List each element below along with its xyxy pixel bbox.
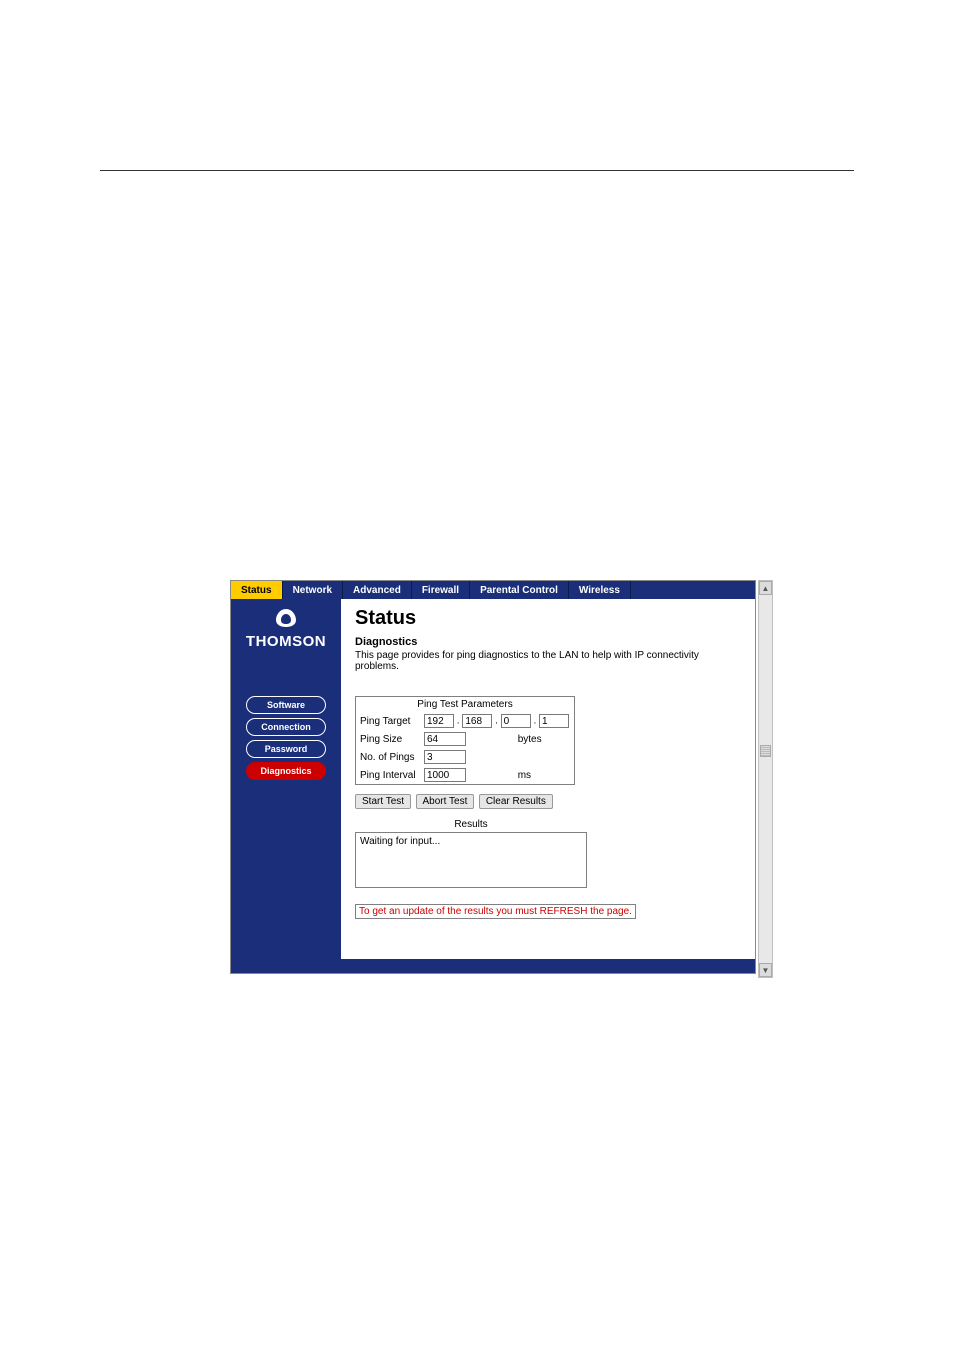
admin-window: Status Network Advanced Firewall Parenta… xyxy=(230,580,756,974)
bottom-bar xyxy=(231,959,755,973)
sidebar: THOMSON Software Connection Password Dia… xyxy=(231,599,341,959)
tab-status[interactable]: Status xyxy=(231,581,283,599)
scroll-grip-icon[interactable] xyxy=(760,745,771,757)
ping-target-ip-2[interactable] xyxy=(501,714,531,728)
sidebar-item-diagnostics[interactable]: Diagnostics xyxy=(246,762,326,780)
ping-params-table: Ping Test Parameters Ping Target . . . P… xyxy=(355,696,575,785)
sidebar-item-software[interactable]: Software xyxy=(246,696,326,714)
scroll-up-button[interactable]: ▲ xyxy=(759,581,772,595)
ping-target-ip-0[interactable] xyxy=(424,714,454,728)
brand-logo-icon xyxy=(273,607,299,629)
ping-target-label: Ping Target xyxy=(356,712,420,730)
ping-size-input[interactable] xyxy=(424,732,466,746)
top-nav: Status Network Advanced Firewall Parenta… xyxy=(231,581,755,599)
page-subheading: Diagnostics xyxy=(355,636,745,648)
ping-size-unit: bytes xyxy=(514,730,575,748)
brand-block: THOMSON xyxy=(231,599,341,662)
scroll-down-button[interactable]: ▼ xyxy=(759,963,772,977)
results-title: Results xyxy=(355,819,587,830)
page-title: Status xyxy=(355,607,745,630)
ping-target-ip-1[interactable] xyxy=(462,714,492,728)
tab-network[interactable]: Network xyxy=(283,581,343,599)
refresh-note: To get an update of the results you must… xyxy=(355,904,636,919)
no-of-pings-label: No. of Pings xyxy=(356,748,420,766)
button-row: Start Test Abort Test Clear Results xyxy=(355,791,745,809)
ping-target-ip-3[interactable] xyxy=(539,714,569,728)
tab-advanced[interactable]: Advanced xyxy=(343,581,412,599)
content-area: Status Diagnostics This page provides fo… xyxy=(341,599,755,959)
ping-size-label: Ping Size xyxy=(356,730,420,748)
clear-results-button[interactable]: Clear Results xyxy=(479,794,553,809)
sidebar-item-password[interactable]: Password xyxy=(246,740,326,758)
tab-wireless[interactable]: Wireless xyxy=(569,581,631,599)
abort-test-button[interactable]: Abort Test xyxy=(416,794,475,809)
brand-text: THOMSON xyxy=(231,633,341,650)
ping-interval-label: Ping Interval xyxy=(356,766,420,785)
start-test-button[interactable]: Start Test xyxy=(355,794,411,809)
tab-firewall[interactable]: Firewall xyxy=(412,581,470,599)
params-title: Ping Test Parameters xyxy=(356,697,575,713)
sidebar-item-connection[interactable]: Connection xyxy=(246,718,326,736)
scroll-track[interactable] xyxy=(759,595,772,963)
tab-parental-control[interactable]: Parental Control xyxy=(470,581,569,599)
body-area: THOMSON Software Connection Password Dia… xyxy=(231,599,755,959)
page-divider xyxy=(100,170,854,171)
page-description: This page provides for ping diagnostics … xyxy=(355,650,745,672)
nav-filler xyxy=(631,581,755,599)
no-of-pings-input[interactable] xyxy=(424,750,466,764)
ping-interval-unit: ms xyxy=(514,766,575,785)
results-box: Results Waiting for input... xyxy=(355,819,587,888)
sidebar-spacer xyxy=(231,662,341,692)
results-area: Waiting for input... xyxy=(355,832,587,888)
ping-interval-input[interactable] xyxy=(424,768,466,782)
vertical-scrollbar[interactable]: ▲ ▼ xyxy=(758,580,773,978)
